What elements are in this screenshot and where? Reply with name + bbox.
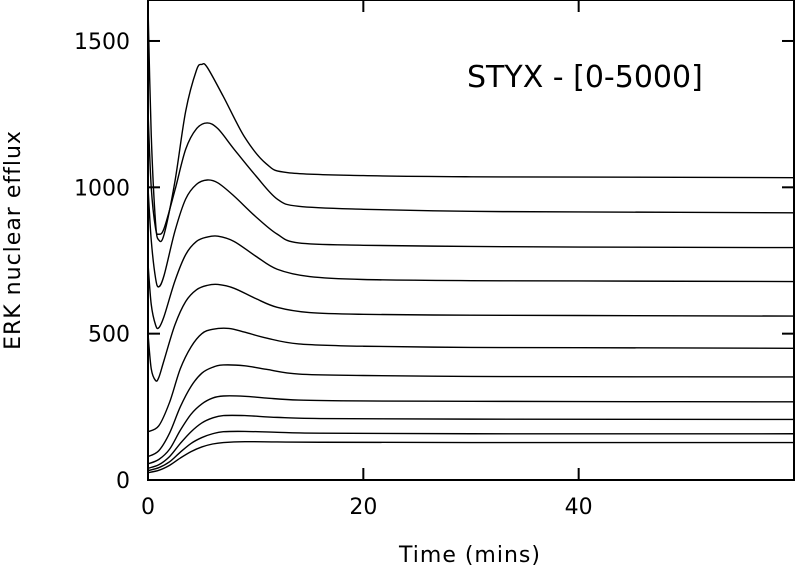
y-tick-label: 1000 [74, 176, 130, 201]
series-line-3 [147, 179, 795, 288]
series-line-4 [147, 235, 795, 330]
y-tick-label: 1500 [74, 30, 130, 55]
series-line-11 [147, 440, 795, 474]
x-tick-label: 0 [141, 495, 155, 520]
x-axis-label: Time (mins) [398, 543, 541, 568]
series-line-1 [147, 5, 795, 243]
series-line-6 [147, 327, 795, 433]
series-line-2 [147, 111, 795, 236]
chart-annotation: STYX - [0-5000] [467, 60, 703, 95]
series-line-10 [147, 430, 795, 472]
series-line-7 [147, 364, 795, 458]
y-tick-label: 0 [116, 469, 130, 494]
y-axis-label: ERK nuclear efflux [1, 130, 26, 350]
plot-frame [147, 0, 795, 481]
series-line-8 [147, 395, 795, 465]
y-tick-label: 500 [88, 323, 130, 348]
series-line-9 [147, 414, 795, 469]
series-line-5 [147, 283, 795, 382]
x-tick-label: 40 [565, 495, 593, 520]
series-lines [147, 5, 795, 474]
x-tick-label: 20 [349, 495, 377, 520]
